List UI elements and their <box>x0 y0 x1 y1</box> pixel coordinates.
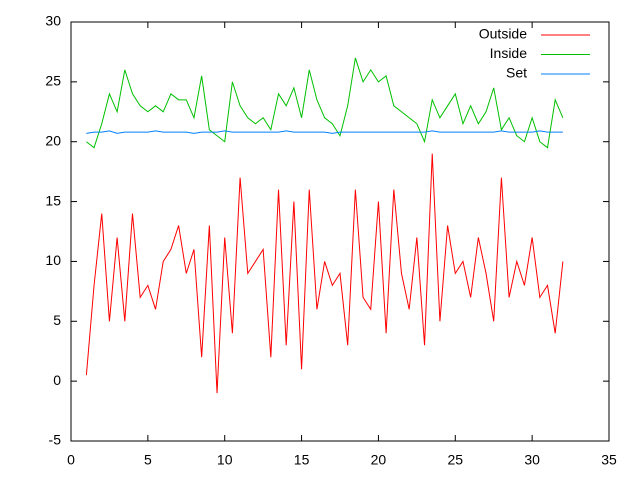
y-tick-label: -5 <box>49 432 62 448</box>
x-tick-label: 0 <box>67 452 75 468</box>
x-tick-label: 20 <box>371 452 387 468</box>
y-tick-label: 20 <box>45 132 61 148</box>
x-tick-label: 35 <box>601 452 617 468</box>
series-line <box>86 57 564 149</box>
x-tick-label: 25 <box>447 452 463 468</box>
x-tick-label: 15 <box>294 452 310 468</box>
legend-label: Outside <box>479 26 527 42</box>
y-tick-label: 30 <box>45 13 61 29</box>
legend-label: Inside <box>490 45 528 61</box>
y-tick-label: 10 <box>45 252 61 268</box>
plot-frame <box>70 21 610 442</box>
x-tick-label: 10 <box>217 452 233 468</box>
y-tick-label: 25 <box>45 73 61 89</box>
series-line <box>86 130 563 134</box>
legend-label: Set <box>506 65 527 81</box>
y-tick-label: 0 <box>53 372 61 388</box>
series-line <box>85 153 564 394</box>
x-tick-label: 30 <box>524 452 540 468</box>
y-tick-label: 15 <box>45 192 61 208</box>
x-tick-label: 5 <box>144 452 152 468</box>
y-tick-label: 5 <box>53 312 61 328</box>
